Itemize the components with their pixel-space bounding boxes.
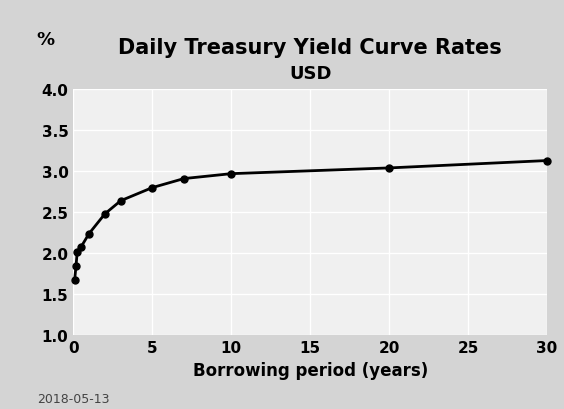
X-axis label: Borrowing period (years): Borrowing period (years) — [192, 361, 428, 379]
Text: Daily Treasury Yield Curve Rates: Daily Treasury Yield Curve Rates — [118, 38, 502, 58]
Text: 2018-05-13: 2018-05-13 — [37, 392, 109, 405]
Text: %: % — [37, 31, 55, 49]
Text: USD: USD — [289, 65, 332, 83]
